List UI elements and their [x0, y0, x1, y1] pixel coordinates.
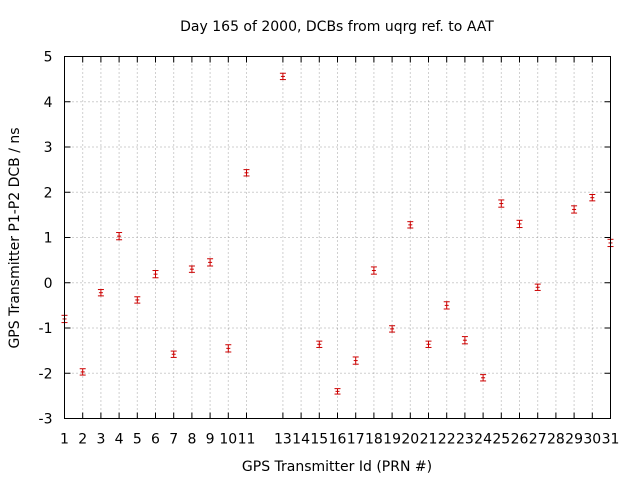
- x-tick-label: 17: [347, 432, 365, 448]
- data-point: [425, 340, 432, 348]
- x-tick-label: 29: [565, 432, 583, 448]
- grid: [64, 56, 611, 419]
- x-tick-label: 9: [206, 432, 215, 448]
- data-point: [279, 72, 286, 81]
- data-point: [407, 221, 414, 229]
- x-tick-label: 24: [474, 432, 492, 448]
- data-point: [152, 270, 159, 279]
- x-tick-label: 3: [96, 432, 105, 448]
- data-point: [116, 232, 123, 241]
- x-tick-label: 4: [115, 432, 124, 448]
- x-axis-label: GPS Transmitter Id (PRN #): [242, 459, 432, 475]
- data-point: [498, 199, 505, 208]
- x-tick-label: 10: [219, 432, 237, 448]
- data-point: [443, 301, 450, 310]
- x-tick-label: 30: [583, 432, 601, 448]
- x-tick-label: 11: [238, 432, 256, 448]
- x-tick-label: 13: [274, 432, 292, 448]
- data-point: [389, 325, 396, 333]
- y-tick-label: 1: [44, 231, 53, 247]
- x-tick-label: 23: [456, 432, 474, 448]
- x-tick-label: 15: [310, 432, 328, 448]
- x-tick-label: 5: [133, 432, 142, 448]
- y-tick-label: 2: [44, 185, 53, 201]
- x-tick-label: 27: [529, 432, 547, 448]
- data-point: [571, 205, 578, 214]
- y-tick-label: -3: [39, 412, 53, 428]
- x-tick-label: 26: [511, 432, 529, 448]
- data-point: [334, 388, 341, 395]
- x-tick-label: 2: [78, 432, 87, 448]
- x-tick-label: 16: [329, 432, 347, 448]
- y-tick-label: 0: [44, 276, 53, 292]
- x-tick-label: 7: [169, 432, 178, 448]
- data-point: [170, 350, 177, 358]
- data-point: [461, 336, 468, 345]
- x-tick-label: 20: [401, 432, 419, 448]
- x-tick-label: 18: [365, 432, 383, 448]
- y-tick-label: 4: [44, 95, 53, 111]
- data-point: [352, 356, 359, 365]
- data-point: [370, 266, 377, 275]
- y-tick-label: 5: [44, 50, 53, 66]
- data-point: [516, 219, 523, 229]
- chart-title: Day 165 of 2000, DCBs from uqrg ref. to …: [180, 19, 494, 35]
- data-point: [207, 258, 214, 267]
- y-tick-label: -1: [39, 321, 53, 337]
- x-tick-label: 28: [547, 432, 565, 448]
- x-tick-label: 25: [492, 432, 510, 448]
- data-point: [589, 194, 596, 202]
- data-point: [316, 340, 323, 348]
- x-tick-label: 21: [420, 432, 438, 448]
- x-tick-label: 8: [187, 432, 196, 448]
- data-point: [79, 368, 86, 376]
- x-tick-label: 1: [60, 432, 69, 448]
- data-point: [243, 169, 250, 177]
- x-tick-label: 31: [602, 432, 620, 448]
- data-point: [97, 289, 104, 297]
- data-point: [534, 283, 541, 291]
- x-tick-label: 19: [383, 432, 401, 448]
- y-tick-label: 3: [44, 140, 53, 156]
- data-point: [225, 344, 232, 353]
- x-tick-label: 14: [292, 432, 310, 448]
- y-tick-label: -2: [39, 366, 53, 382]
- plot-frame: [64, 56, 611, 419]
- x-tick-label: 22: [438, 432, 456, 448]
- data-point: [480, 374, 487, 382]
- data-point: [188, 265, 195, 273]
- data-points: [61, 72, 614, 395]
- y-axis-label: GPS Transmitter P1-P2 DCB / ns: [7, 127, 23, 348]
- x-tick-label: 6: [151, 432, 160, 448]
- data-point: [134, 296, 141, 304]
